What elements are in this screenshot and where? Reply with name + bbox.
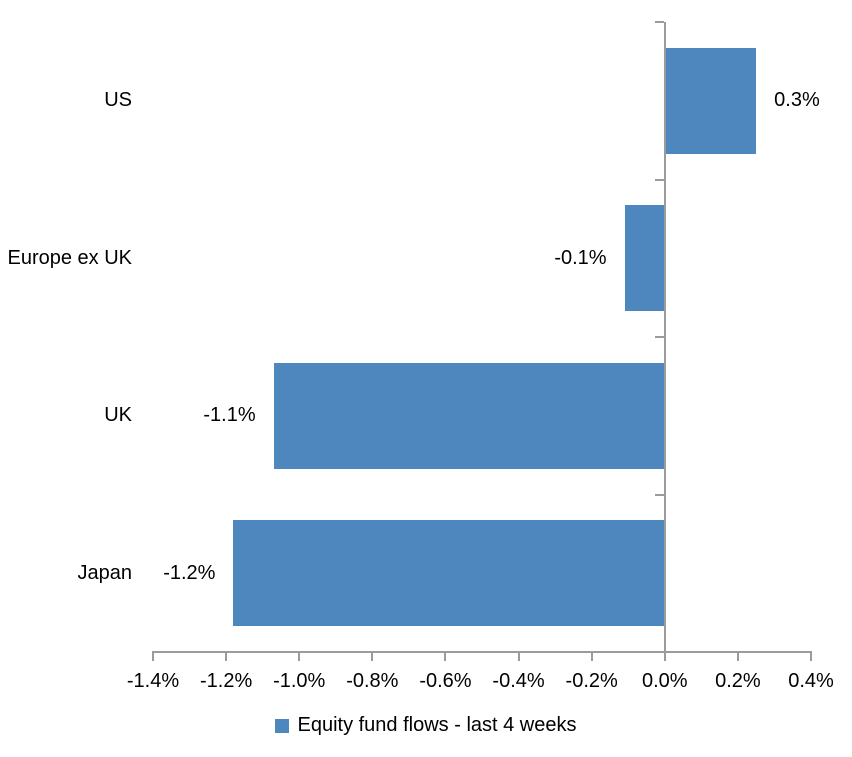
x-tick — [371, 653, 374, 661]
x-tick-label: -0.6% — [419, 670, 472, 692]
x-axis-line — [152, 651, 812, 653]
x-tick — [736, 653, 739, 661]
x-tick — [152, 653, 154, 661]
x-tick — [444, 653, 447, 661]
x-tick-label: -1.0% — [273, 670, 326, 692]
category-label: UK — [104, 404, 132, 426]
x-tick-label: -1.2% — [199, 670, 253, 692]
x-tick-label: -0.8% — [346, 670, 399, 692]
x-tick — [590, 653, 593, 661]
bar — [664, 47, 757, 154]
bar — [233, 520, 665, 627]
x-tick — [517, 653, 520, 661]
bar — [624, 205, 665, 312]
value-label: -1.1% — [203, 404, 256, 426]
legend-label: Equity fund flows - last 4 weeks — [297, 714, 577, 736]
category-label: Europe ex UK — [7, 246, 132, 269]
x-tick — [225, 653, 228, 661]
bar — [273, 362, 665, 469]
value-label: 0.3% — [774, 89, 820, 111]
x-tick — [298, 653, 301, 661]
legend-swatch — [275, 718, 290, 733]
x-tick-label: 0.4% — [788, 670, 834, 692]
category-tick — [654, 178, 664, 181]
category-tick — [654, 651, 664, 653]
x-tick-label: 0.2% — [715, 670, 761, 692]
x-tick-label: -1.4% — [126, 670, 180, 692]
x-tick — [810, 653, 812, 661]
category-tick — [654, 21, 664, 23]
value-label: -1.2% — [163, 561, 216, 584]
x-tick-label: -0.2% — [565, 670, 618, 692]
category-label: Japan — [77, 561, 133, 584]
value-label: -0.1% — [554, 246, 607, 269]
legend: Equity fund flows - last 4 weeks — [0, 714, 852, 737]
category-tick — [654, 493, 664, 496]
x-tick-label: -0.4% — [492, 670, 545, 692]
category-tick — [654, 336, 664, 338]
x-tick-label: 0.0% — [641, 670, 688, 692]
zero-axis-line — [663, 22, 666, 660]
category-label: US — [104, 89, 132, 111]
